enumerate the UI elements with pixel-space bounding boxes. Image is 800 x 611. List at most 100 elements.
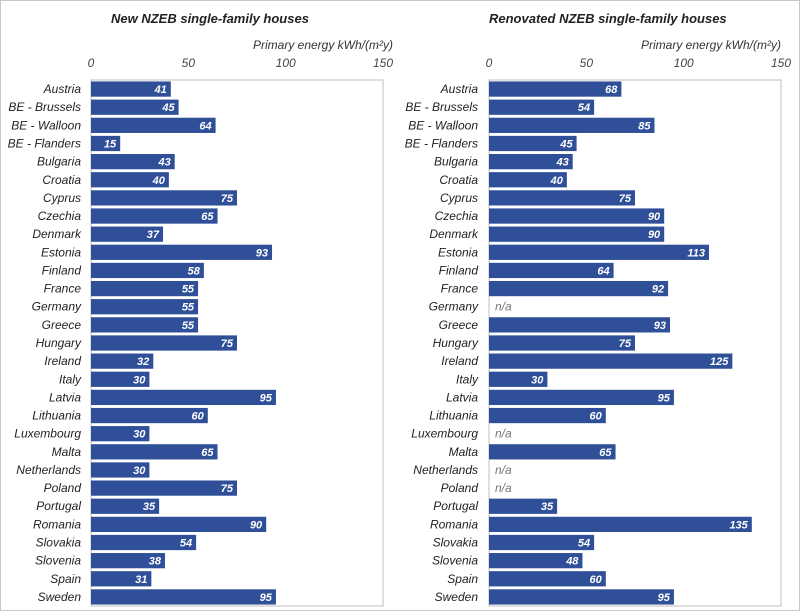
bar: [489, 498, 558, 514]
category-label: Italy: [59, 372, 82, 386]
bar-value-label: 60: [192, 411, 205, 423]
category-label: Lithuania: [429, 409, 478, 423]
bar: [489, 571, 606, 587]
bar: [91, 480, 237, 496]
bar-value-label: 30: [133, 429, 146, 441]
na-label: n/a: [495, 300, 512, 314]
bar-value-label: 55: [182, 302, 195, 314]
category-label: Czechia: [38, 209, 82, 223]
bar-value-label: 48: [565, 556, 579, 568]
category-label: France: [441, 282, 479, 296]
category-label: Estonia: [41, 245, 81, 259]
category-label: Malta: [52, 445, 82, 459]
category-label: Cyprus: [440, 191, 478, 205]
x-axis-title: Primary energy kWh/(m²y): [253, 38, 393, 52]
category-label: Portugal: [433, 499, 478, 513]
bar-value-label: 30: [133, 465, 146, 477]
bar-value-label: 75: [221, 483, 234, 495]
bar-value-label: 54: [578, 538, 590, 550]
bar-value-label: 64: [597, 265, 609, 277]
category-label: Finland: [42, 263, 82, 277]
category-label: Luxembourg: [411, 427, 478, 441]
bar-value-label: 30: [531, 374, 544, 386]
bar: [489, 262, 614, 279]
bar: [91, 262, 204, 279]
x-tick-label: 0: [486, 56, 493, 70]
bar: [489, 389, 674, 406]
bar-value-label: 43: [157, 157, 170, 169]
category-label: Sweden: [435, 590, 479, 604]
bar: [91, 317, 199, 333]
category-label: Greece: [42, 318, 82, 332]
bar: [489, 135, 577, 152]
x-tick-label: 150: [373, 56, 393, 70]
bar-value-label: 93: [654, 320, 666, 332]
category-label: Croatia: [439, 173, 478, 187]
bar: [91, 244, 273, 260]
bar: [91, 99, 179, 115]
bar: [91, 226, 164, 242]
category-label: Austria: [440, 82, 479, 96]
bar: [91, 498, 160, 514]
category-label: Greece: [439, 318, 479, 332]
bar: [489, 353, 733, 369]
bar: [91, 371, 150, 387]
category-label: BE - Walloon: [11, 118, 81, 132]
bar: [91, 462, 150, 478]
bar: [91, 335, 237, 351]
category-label: Malta: [449, 445, 479, 459]
bar-value-label: 60: [590, 574, 603, 586]
bar: [489, 407, 606, 424]
bar: [91, 299, 199, 315]
bar-value-label: 90: [648, 211, 661, 223]
bar-value-label: 95: [260, 592, 273, 604]
bar-value-label: 60: [590, 411, 603, 423]
bar-value-label: 95: [658, 592, 671, 604]
bar-value-label: 45: [161, 102, 175, 114]
bar: [91, 81, 171, 97]
bar: [91, 154, 175, 170]
bar-value-label: 65: [599, 447, 612, 459]
bar-value-label: 90: [648, 229, 661, 241]
category-label: Austria: [43, 82, 82, 96]
bar-value-label: 58: [188, 265, 201, 277]
na-label: n/a: [495, 463, 512, 477]
bar-value-label: 92: [652, 284, 664, 296]
category-label: Finland: [439, 263, 479, 277]
bar: [489, 534, 595, 551]
bar-value-label: 54: [578, 102, 590, 114]
bar: [489, 317, 671, 333]
bar: [489, 516, 752, 532]
bar-value-label: 41: [154, 84, 167, 96]
bar: [489, 99, 595, 115]
category-label: Spain: [447, 572, 478, 586]
bar-value-label: 68: [605, 84, 618, 96]
bar-value-label: 75: [619, 338, 632, 350]
category-label: Denmark: [429, 227, 479, 241]
x-tick-label: 100: [276, 56, 296, 70]
category-label: Luxembourg: [14, 427, 81, 441]
category-label: Hungary: [36, 336, 82, 350]
bar-value-label: 32: [137, 356, 149, 368]
category-label: Latvia: [446, 390, 478, 404]
category-label: Latvia: [49, 390, 81, 404]
bar: [91, 571, 152, 587]
category-label: France: [44, 282, 82, 296]
bar-value-label: 85: [638, 120, 651, 132]
bar: [91, 407, 208, 424]
category-label: Portugal: [36, 499, 81, 513]
bar-value-label: 125: [710, 356, 729, 368]
category-label: Lithuania: [32, 409, 81, 423]
category-label: Netherlands: [16, 463, 81, 477]
bar: [489, 154, 573, 170]
category-label: Cyprus: [43, 191, 81, 205]
bar-value-label: 15: [104, 138, 117, 150]
bar-value-label: 113: [687, 247, 705, 259]
x-axis-title: Primary energy kWh/(m²y): [641, 38, 781, 52]
bar: [489, 226, 665, 242]
bar-value-label: 75: [619, 193, 632, 205]
category-label: Czechia: [435, 209, 479, 223]
bar: [91, 353, 154, 369]
category-label: Slovakia: [36, 536, 82, 550]
